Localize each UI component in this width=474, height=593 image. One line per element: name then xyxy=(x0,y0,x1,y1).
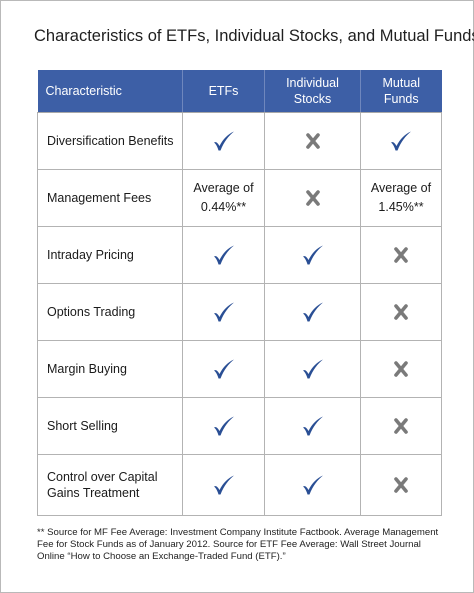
check-icon xyxy=(302,245,323,265)
cell-funds xyxy=(360,397,442,455)
row-characteristic-label: Margin Buying xyxy=(47,362,127,376)
row-characteristic-cell: Diversification Benefits xyxy=(37,112,183,170)
table-header-row: Characteristic ETFs Individual Stocks Mut… xyxy=(37,70,442,113)
row-characteristic-cell: Management Fees xyxy=(37,169,183,227)
page-title: Characteristics of ETFs, Individual Stoc… xyxy=(34,27,474,45)
check-icon xyxy=(302,475,323,495)
cell-stocks xyxy=(264,454,361,516)
row-characteristic-cell: Margin Buying xyxy=(37,340,183,398)
cell-etfs xyxy=(182,397,265,455)
check-icon xyxy=(213,131,234,151)
check-icon xyxy=(302,416,323,436)
row-characteristic-label: Management Fees xyxy=(47,191,152,205)
cross-icon xyxy=(394,418,408,434)
comparison-table: Characteristic ETFs Individual Stocks Mut… xyxy=(37,70,442,516)
row-characteristic-cell: Short Selling xyxy=(37,397,183,455)
table-row: Margin Buying xyxy=(37,340,442,398)
row-characteristic-cell: Intraday Pricing xyxy=(37,226,183,284)
check-icon xyxy=(302,359,323,379)
check-icon xyxy=(391,131,411,151)
cell-etfs xyxy=(182,112,265,170)
cross-icon xyxy=(305,190,320,206)
header-mutual-funds: Mutual Funds xyxy=(360,70,442,113)
row-characteristic-label: Diversification Benefits xyxy=(47,134,174,148)
row-characteristic-label: Short Selling xyxy=(47,419,118,433)
cross-icon xyxy=(394,247,408,263)
cell-etfs xyxy=(182,226,265,284)
cross-icon xyxy=(394,477,408,493)
table-row: Diversification Benefits xyxy=(37,112,442,170)
table-row: Short Selling xyxy=(37,397,442,455)
table-row: Intraday Pricing xyxy=(37,226,442,284)
check-icon xyxy=(213,302,234,322)
check-icon xyxy=(213,475,234,495)
cell-stocks xyxy=(264,340,361,398)
table-row: Control over Capital Gains Treatment xyxy=(37,454,442,516)
table-row: Options Trading xyxy=(37,283,442,341)
cell-stocks xyxy=(264,169,361,227)
cell-etfs xyxy=(182,340,265,398)
row-characteristic-label: Control over Capital Gains Treatment xyxy=(47,470,158,500)
cell-funds xyxy=(360,112,442,170)
row-characteristic-label: Intraday Pricing xyxy=(47,248,134,262)
row-characteristic-label: Options Trading xyxy=(47,305,136,319)
cell-stocks xyxy=(264,112,361,170)
cell-funds xyxy=(360,340,442,398)
cell-stocks xyxy=(264,397,361,455)
fee-average-text: Average of 0.44%** xyxy=(193,181,254,214)
check-icon xyxy=(213,359,234,379)
header-individual-stocks: Individual Stocks xyxy=(264,70,361,113)
check-icon xyxy=(213,245,234,265)
check-icon xyxy=(213,416,234,436)
cell-etfs xyxy=(182,283,265,341)
row-characteristic-cell: Options Trading xyxy=(37,283,183,341)
cell-funds xyxy=(360,283,442,341)
header-etfs: ETFs xyxy=(182,70,265,113)
cell-funds xyxy=(360,226,442,284)
cell-etfs: Average of 0.44%** xyxy=(182,169,265,227)
cross-icon xyxy=(394,361,408,377)
table-row: Management Fees Average of 0.44%** Average … xyxy=(37,169,442,227)
cross-icon xyxy=(394,304,408,320)
row-characteristic-cell: Control over Capital Gains Treatment xyxy=(37,454,183,516)
cell-funds xyxy=(360,454,442,516)
header-characteristic: Characteristic xyxy=(37,70,183,113)
cell-stocks xyxy=(264,283,361,341)
cell-funds: Average of 1.45%** xyxy=(360,169,442,227)
source-footnote: ** Source for MF Fee Average: Investment… xyxy=(37,527,439,562)
cell-etfs xyxy=(182,454,265,516)
check-icon xyxy=(302,302,323,322)
cross-icon xyxy=(305,133,320,149)
cell-stocks xyxy=(264,226,361,284)
fee-average-text: Average of 1.45%** xyxy=(370,181,432,214)
